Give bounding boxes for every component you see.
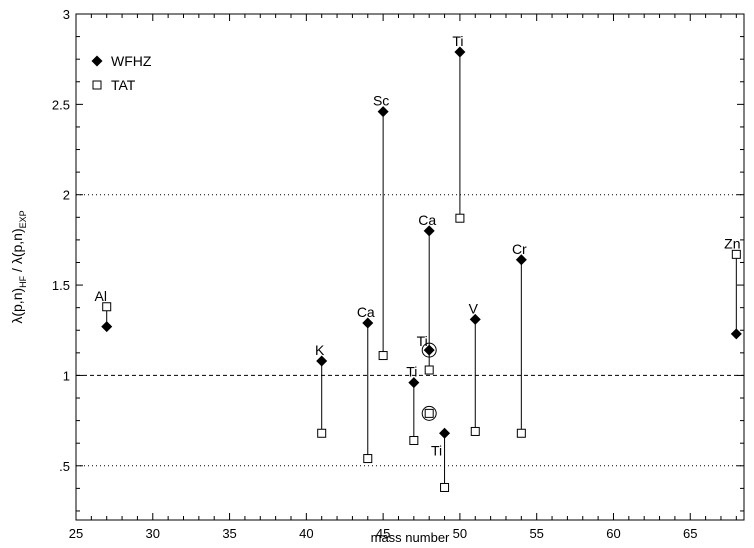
legend-label: WFHZ [111, 53, 152, 69]
tat-point [470, 426, 480, 436]
reference-lines [76, 194, 744, 467]
y-tick-label: 1.5 [52, 278, 70, 293]
y-tick-label: 2 [63, 188, 70, 203]
x-tick-label: 50 [453, 526, 467, 541]
y-tick-label: 1 [63, 368, 70, 383]
tat-point [363, 454, 373, 464]
ticks: 25 30 35 40 45 50 55 60 65 .5 1 1.5 2 2.5 3 [52, 7, 744, 541]
wfhz-point [91, 55, 103, 67]
plot-frame [75, 13, 745, 521]
axes [75, 13, 745, 521]
wfhz-point [439, 427, 451, 439]
tat-point [516, 428, 526, 438]
x-tick-label: 60 [606, 526, 620, 541]
tat-point [440, 482, 450, 492]
y-tick-label: 3 [63, 7, 70, 22]
tat-point [378, 351, 388, 361]
wfhz-point [316, 355, 328, 367]
tat-point [731, 249, 741, 259]
tat-point [424, 408, 434, 418]
y-axis-label-part: λ(p,n) [9, 288, 25, 324]
y-tick-label: 2.5 [52, 97, 70, 112]
wfhz-point [469, 313, 481, 325]
point-label: Cr [512, 241, 527, 257]
x-tick-label: 35 [222, 526, 236, 541]
wfhz-point [408, 377, 420, 389]
point-label: K [315, 342, 325, 358]
wfhz-point [454, 46, 466, 58]
x-tick-label: 45 [376, 526, 390, 541]
point-label: V [469, 300, 479, 316]
x-tick-label: 25 [69, 526, 83, 541]
highlight-circle [421, 342, 437, 358]
wfhz-point [377, 106, 389, 118]
wfhz-point [362, 317, 374, 329]
y-axis-label: λ(p,n)HF / λ(p,n)EXP [9, 210, 28, 323]
point-label: Ti [452, 33, 463, 49]
highlight-circle [421, 405, 437, 421]
wfhz-point [730, 328, 742, 340]
point-label: Zn [724, 235, 740, 251]
point-label: Al [94, 288, 106, 304]
y-axis-label-sub: EXP [18, 210, 28, 228]
legend: WFHZ TAT [91, 53, 152, 93]
y-tick-label: .5 [59, 459, 70, 474]
point-label: Ca [418, 212, 436, 228]
point-label: Ti [406, 364, 417, 380]
tat-point [424, 365, 434, 375]
x-tick-label: 30 [146, 526, 160, 541]
tat-point [455, 213, 465, 223]
data-layer [101, 46, 742, 492]
tat-point [409, 435, 419, 445]
x-tick-label: 40 [299, 526, 313, 541]
point-label: Ti [431, 442, 442, 458]
point-label: Ti [417, 333, 428, 349]
wfhz-point [101, 321, 113, 333]
point-label: Sc [373, 93, 389, 109]
tat-point [317, 428, 327, 438]
tat-point [102, 302, 112, 312]
point-label: Ca [357, 304, 375, 320]
x-tick-label: 65 [683, 526, 697, 541]
wfhz-point [515, 254, 527, 266]
wfhz-point [423, 344, 435, 356]
x-axis-label: mass number [371, 530, 450, 545]
wfhz-point [423, 225, 435, 237]
legend-label: TAT [111, 77, 136, 93]
y-axis-label-part: / λ(p,n) [9, 228, 25, 275]
x-tick-label: 55 [529, 526, 543, 541]
tat-point [92, 80, 102, 90]
y-axis-label-sub: HF [18, 275, 28, 287]
